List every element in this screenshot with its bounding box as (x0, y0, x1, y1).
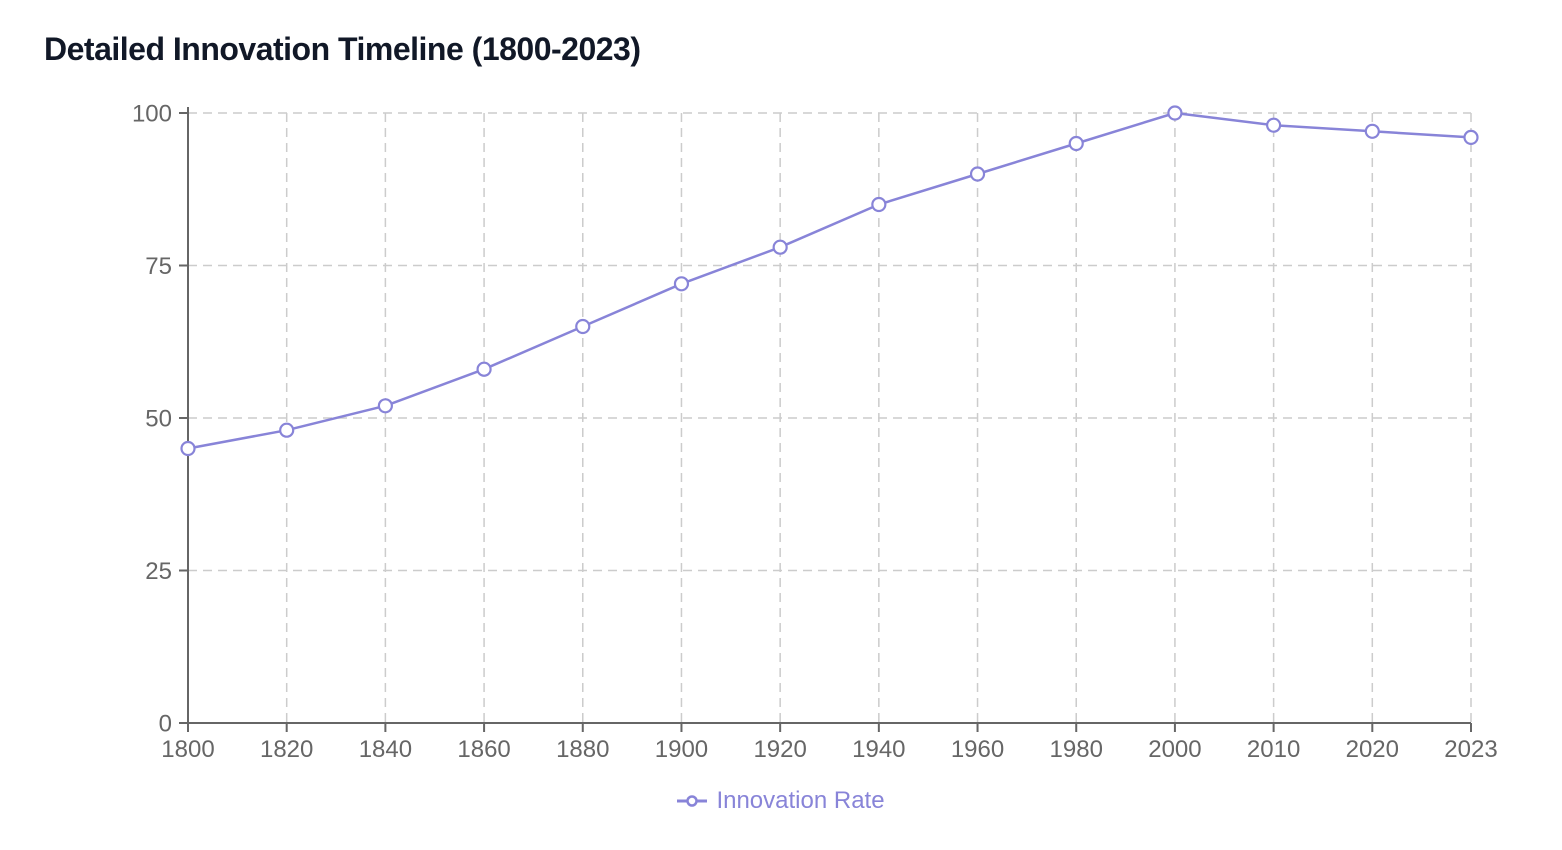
chart-legend: Innovation Rate (0, 786, 1562, 816)
data-point (1463, 129, 1479, 145)
y-axis-tick-label: 0 (159, 711, 172, 738)
x-axis-tick-label: 1880 (556, 736, 609, 763)
chart-title: Detailed Innovation Timeline (1800-2023) (44, 31, 641, 67)
x-axis-tick-label: 1840 (359, 736, 412, 763)
data-point (476, 361, 492, 377)
x-axis-tick-label: 2010 (1247, 736, 1300, 763)
x-axis-tick-label: 1800 (161, 736, 214, 763)
y-axis-tick-label: 25 (145, 558, 172, 585)
x-axis-tick-label: 1820 (260, 736, 313, 763)
legend-item-innovation-rate[interactable]: Innovation Rate (677, 786, 885, 816)
y-axis-tick-label: 75 (145, 253, 172, 280)
data-point (1068, 135, 1084, 152)
data-point (180, 440, 196, 457)
y-axis-tick-label: 100 (132, 101, 172, 128)
x-axis-tick-label: 1960 (951, 736, 1004, 763)
data-point (969, 166, 986, 182)
x-axis-tick-label: 1940 (852, 736, 905, 763)
x-axis-tick-label: 1920 (753, 736, 806, 763)
x-axis-tick-label: 2023 (1444, 736, 1497, 763)
data-point (772, 239, 788, 255)
x-axis-tick-label: 1900 (655, 736, 708, 763)
data-point (575, 318, 591, 335)
y-axis-tick-label: 50 (145, 406, 172, 433)
data-point (673, 276, 690, 292)
legend-line-marker-icon (677, 795, 708, 807)
data-point (871, 196, 887, 213)
x-axis-tick-label: 1860 (457, 736, 510, 763)
x-axis-tick-label: 2020 (1346, 736, 1399, 763)
data-point (1364, 123, 1380, 139)
x-axis-tick-label: 1980 (1050, 736, 1103, 763)
data-point (1167, 105, 1183, 121)
data-point (1266, 117, 1282, 133)
legend-item-label: Innovation Rate (716, 787, 885, 814)
data-point (377, 398, 393, 414)
series-line-innovation-rate (187, 111, 1472, 450)
data-point (279, 422, 295, 438)
x-axis-tick-label: 2000 (1148, 736, 1201, 763)
